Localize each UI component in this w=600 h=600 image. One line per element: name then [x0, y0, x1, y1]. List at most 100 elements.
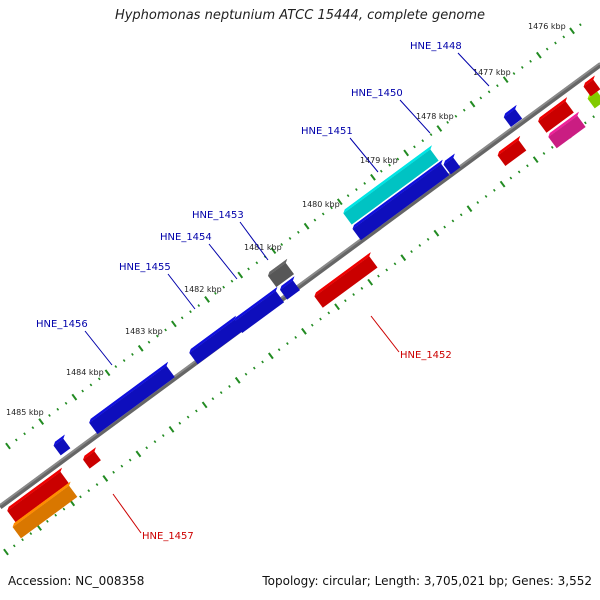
gene-hne-1451	[352, 163, 450, 241]
upper-rail-minor-tick	[578, 23, 582, 27]
upper-rail-minor-tick	[520, 65, 524, 69]
gene-red-small-2	[83, 451, 101, 469]
lower-rail-minor-tick	[443, 225, 447, 229]
upper-rail-minor-tick	[147, 340, 151, 344]
gene-hne-1450-highlight	[343, 145, 432, 214]
upper-rail-minor-tick	[462, 108, 466, 112]
lower-rail-minor-tick	[542, 152, 546, 155]
gene-leader-line	[349, 137, 379, 173]
upper-rail-major-tick	[303, 222, 310, 230]
lower-rail-minor-tick	[426, 237, 430, 241]
upper-rail-minor-tick	[346, 194, 350, 198]
lower-rail-minor-tick	[54, 513, 58, 517]
gene-hne-1451-highlight	[352, 159, 443, 229]
gene-hne-1453-highlight	[267, 258, 288, 276]
gene-hne-1456-highlight	[89, 361, 168, 423]
lower-rail-minor-tick	[87, 489, 91, 493]
gene-leader-line	[239, 221, 269, 261]
lower-rail-minor-tick	[451, 219, 455, 223]
upper-rail-major-tick	[403, 149, 410, 157]
genome-summary-text: Topology: circular; Length: 3,705,021 bp…	[262, 574, 592, 588]
upper-rail-major-tick	[5, 442, 11, 450]
lower-rail-minor-tick	[46, 519, 49, 523]
lower-rail-major-tick	[3, 548, 9, 556]
lower-rail-minor-tick	[178, 421, 182, 425]
lower-rail-minor-tick	[161, 434, 165, 437]
upper-rail-minor-tick	[413, 145, 416, 149]
lower-rail-major-tick	[367, 278, 374, 286]
gene-label: HNE_1456	[36, 319, 88, 330]
lower-rail-minor-tick	[360, 286, 364, 290]
lower-rail-minor-tick	[310, 323, 314, 327]
lower-rail-minor-tick	[128, 458, 132, 462]
gene-small-blue	[443, 157, 461, 175]
upper-rail-major-tick	[569, 27, 575, 35]
gene-red-small-2-highlight	[83, 447, 96, 460]
upper-rail-major-tick	[71, 393, 78, 401]
kbp-label: 1481 kbp	[244, 243, 282, 252]
lower-rail-major-tick	[400, 254, 407, 262]
lower-rail-minor-tick	[195, 409, 198, 413]
lower-rail-minor-tick	[277, 348, 281, 352]
lower-rail-major-tick	[267, 352, 274, 360]
gene-label: HNE_1457	[142, 531, 194, 542]
kbp-label: 1478 kbp	[416, 112, 454, 121]
lower-rail-minor-tick	[120, 464, 124, 468]
upper-rail-major-tick	[104, 369, 111, 377]
upper-rail-major-tick	[336, 198, 343, 206]
upper-rail-major-tick	[370, 173, 376, 181]
gene-label: HNE_1452	[400, 350, 452, 361]
gene-red-upper	[538, 101, 574, 133]
gene-blue-small-2	[280, 280, 300, 300]
lower-rail-minor-tick	[21, 538, 24, 542]
gene-label: HNE_1455	[119, 262, 171, 273]
lower-rail-minor-tick	[219, 391, 223, 395]
upper-rail-minor-tick	[122, 359, 126, 362]
lower-rail-minor-tick	[252, 366, 256, 370]
upper-rail-major-tick	[270, 247, 277, 255]
upper-rail-minor-tick	[554, 41, 557, 45]
lower-rail-minor-tick	[79, 495, 82, 499]
gene-hne-1457-highlight	[12, 481, 71, 528]
lower-rail-major-tick	[466, 205, 473, 213]
gene-label: HNE_1453	[192, 210, 244, 221]
lower-rail-minor-tick	[550, 145, 554, 149]
upper-rail-minor-tick	[14, 438, 18, 442]
lower-rail-major-tick	[102, 475, 109, 482]
gene-hne-1457	[12, 485, 78, 539]
lower-rail-minor-tick	[410, 250, 413, 254]
gene-hne-1454	[233, 290, 285, 334]
upper-rail-minor-tick	[222, 285, 226, 289]
lower-rail-minor-tick	[186, 415, 190, 419]
gene-red-lower	[7, 471, 69, 523]
lower-rail-minor-tick	[484, 194, 488, 198]
gene-hne-1454-highlight	[233, 286, 278, 322]
gene-blue-small-3	[53, 438, 71, 456]
gene-hne-1456	[89, 365, 175, 435]
upper-rail-minor-tick	[545, 47, 549, 51]
upper-rail-minor-tick	[247, 267, 250, 271]
gene-magenta-highlight	[548, 111, 579, 138]
gene-blue-small-2-highlight	[280, 276, 295, 290]
upper-rail-minor-tick	[330, 206, 333, 210]
kbp-label: 1476 kbp	[528, 22, 566, 31]
lower-rail-minor-tick	[517, 170, 521, 174]
lower-rail-minor-tick	[592, 115, 595, 119]
gene-red-small-1	[497, 140, 527, 166]
upper-rail-minor-tick	[64, 401, 68, 405]
kbp-label: 1479 kbp	[360, 156, 398, 165]
upper-rail-minor-tick	[562, 35, 566, 39]
gene-red-lower-highlight	[7, 467, 62, 511]
kbp-label: 1477 kbp	[473, 68, 511, 77]
upper-rail-minor-tick	[114, 365, 118, 369]
lower-rail-minor-tick	[418, 244, 422, 247]
lower-rail-minor-tick	[112, 470, 115, 474]
lower-rail-minor-tick	[12, 544, 16, 548]
gene-leader-line	[167, 273, 196, 310]
upper-rail-minor-tick	[313, 218, 317, 222]
lower-rail-major-tick	[201, 401, 208, 409]
upper-rail-minor-tick	[89, 383, 93, 387]
upper-rail-minor-tick	[421, 139, 425, 143]
gene-hne-1448-highlight	[503, 105, 517, 118]
